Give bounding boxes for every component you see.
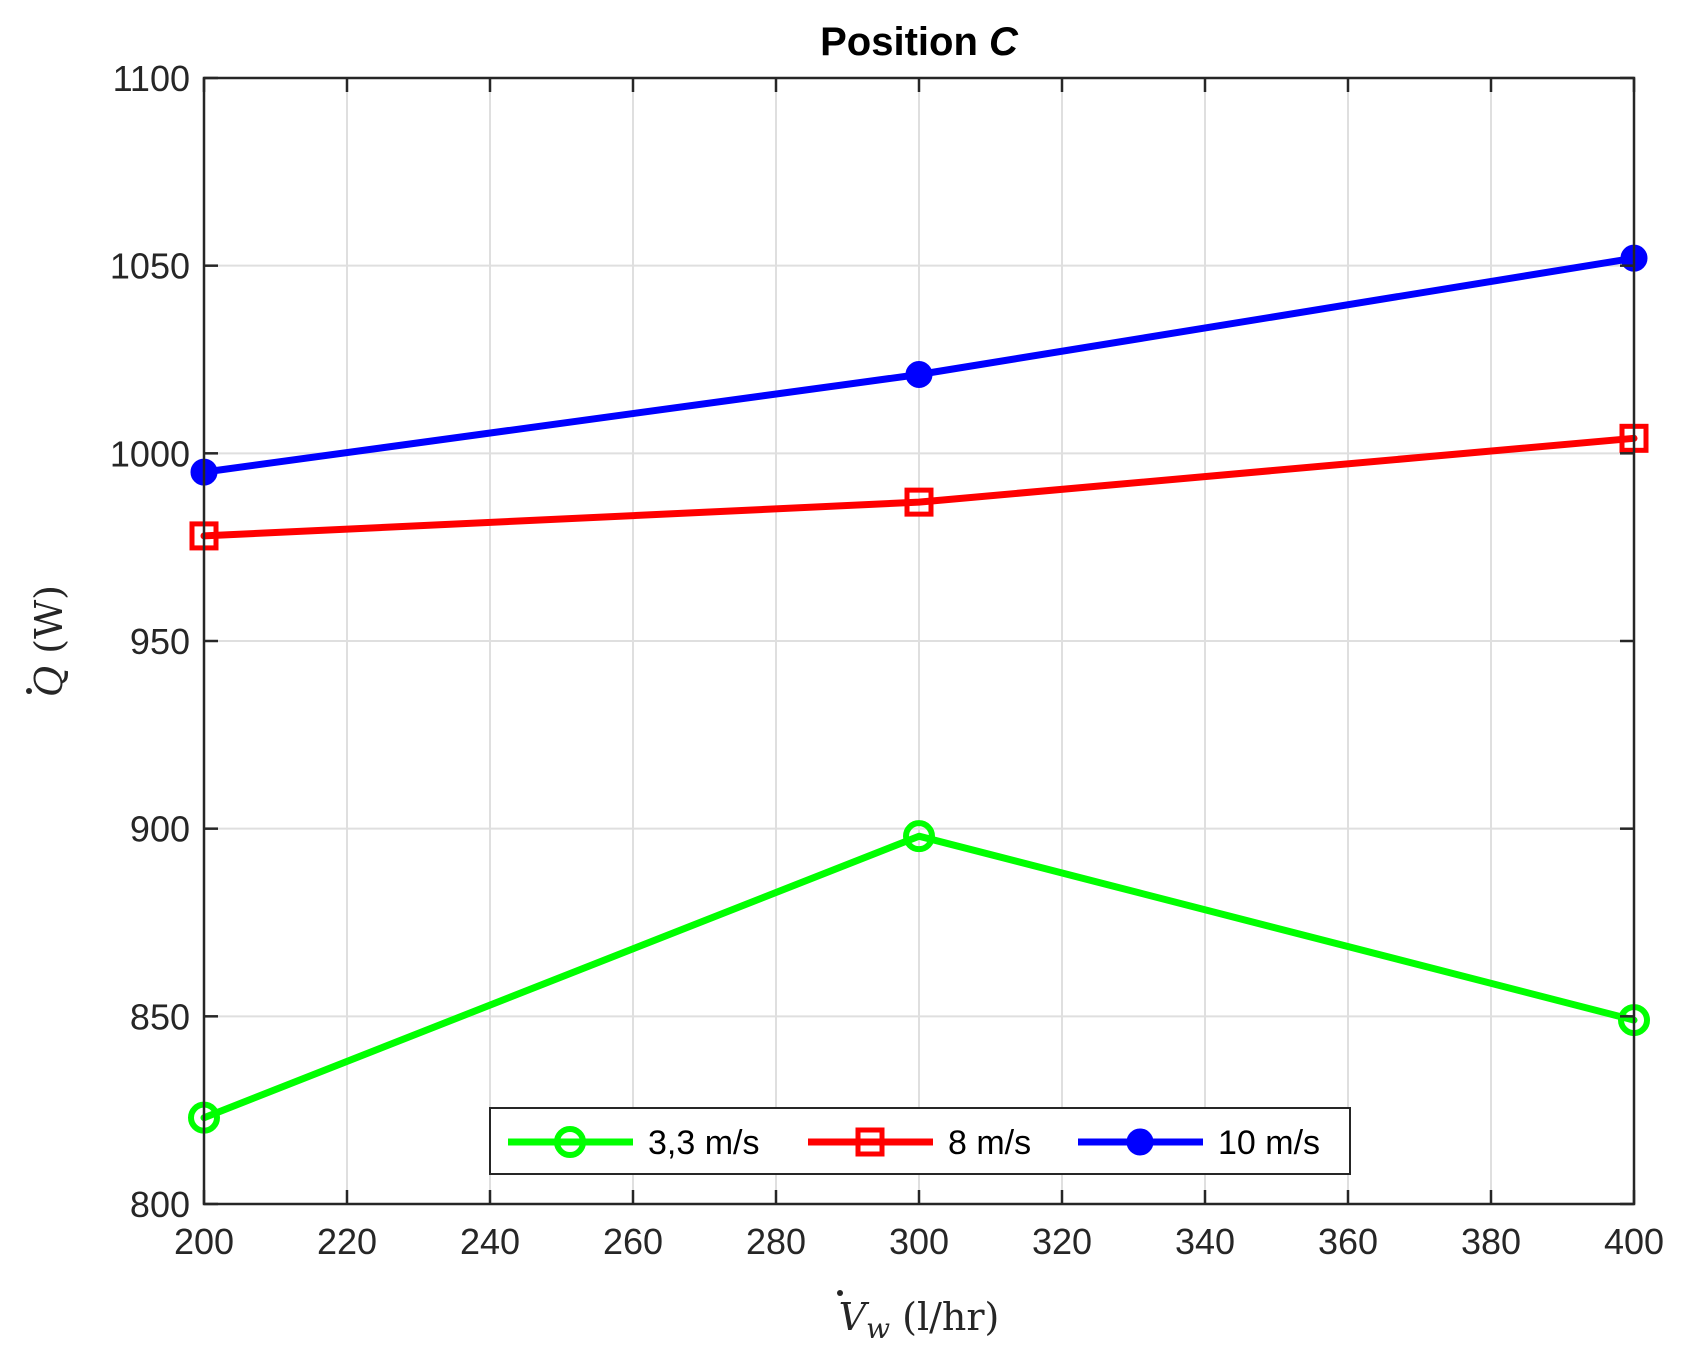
legend: 3,3 m/s 8 m/s 10 m/s	[489, 1107, 1351, 1175]
legend-swatch-marker	[554, 1126, 586, 1158]
y-tick-label: 1100	[113, 58, 190, 99]
y-tick-label: 800	[130, 1184, 190, 1225]
data-point	[903, 820, 935, 853]
y-tick-label: 950	[130, 621, 190, 662]
svg-text:Vw (l/hr): Vw (l/hr)	[839, 1295, 1000, 1345]
legend-label: 8 m/s	[948, 1124, 1031, 1162]
ticks: 200 220 240 260 280 300 320 340 360 380 400 800 850 9…	[110, 58, 1664, 1262]
legend-label: 3,3 m/s	[648, 1124, 759, 1162]
y-tick-label: 1050	[110, 246, 190, 287]
y-tick-label: 900	[130, 809, 190, 850]
x-tick-label: 360	[1318, 1221, 1378, 1262]
series-line	[200, 434, 1638, 540]
x-tick-label: 380	[1461, 1221, 1521, 1262]
x-tick-label: 280	[746, 1221, 806, 1262]
x-axis-unit: (l/hr)	[890, 1295, 999, 1339]
x-tick-label: 320	[1032, 1221, 1092, 1262]
x-tick-label: 200	[174, 1221, 234, 1262]
legend-swatch-marker	[1126, 1128, 1154, 1156]
x-tick-label: 220	[317, 1221, 377, 1262]
y-tick-label: 850	[130, 996, 190, 1037]
legend-swatch-marker	[855, 1127, 885, 1157]
y-tick-label: 1000	[110, 433, 190, 474]
legend-item-1: 3,3 m/s	[508, 1124, 759, 1162]
x-axis-subscript: w	[866, 1312, 890, 1345]
x-axis-dot	[837, 1290, 843, 1296]
x-tick-label: 240	[460, 1221, 520, 1262]
y-axis-dot	[26, 688, 32, 694]
y-axis-symbol: Q	[27, 666, 71, 697]
legend-item-3: 10 m/s	[1078, 1124, 1320, 1162]
chart-title-symbol: C	[989, 20, 1019, 64]
x-axis-label: Vw (l/hr)	[837, 1290, 999, 1345]
x-axis-symbol: V	[839, 1295, 870, 1339]
legend-item-2: 8 m/s	[808, 1124, 1031, 1162]
legend-label: 10 m/s	[1218, 1124, 1320, 1162]
y-axis-label: Q (W)	[26, 585, 71, 697]
svg-text:Q (W): Q (W)	[27, 585, 71, 697]
x-tick-label: 260	[603, 1221, 663, 1262]
y-axis-unit: (W)	[27, 585, 71, 666]
x-tick-label: 340	[1175, 1221, 1235, 1262]
x-tick-label: 300	[889, 1221, 949, 1262]
x-tick-label: 400	[1604, 1221, 1664, 1262]
legend-items: 3,3 m/s 8 m/s 10 m/s	[508, 1124, 1320, 1162]
chart-title: Position C	[820, 20, 1019, 64]
series-line	[200, 832, 1638, 1122]
data-point	[905, 361, 933, 389]
data-point	[904, 487, 934, 517]
